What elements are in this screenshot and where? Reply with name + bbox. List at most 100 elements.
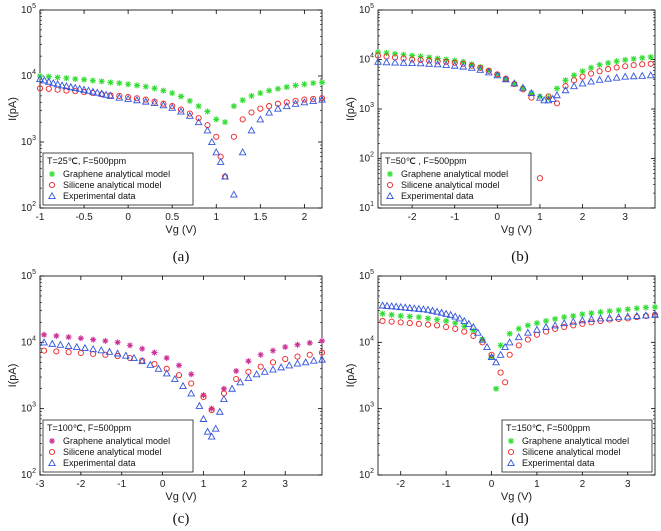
data-point	[138, 357, 147, 365]
data-point	[651, 310, 659, 318]
data-point	[450, 61, 459, 69]
data-point	[200, 393, 207, 401]
data-point	[387, 302, 396, 310]
data-point	[596, 314, 605, 322]
data-point	[293, 359, 302, 367]
data-point	[56, 340, 65, 348]
data-point	[470, 332, 477, 339]
data-point	[451, 59, 458, 66]
data-point	[142, 83, 149, 90]
data-point	[318, 95, 326, 103]
data-point	[548, 94, 557, 102]
data-point	[477, 64, 484, 71]
data-point	[159, 101, 168, 109]
chart-panel: -2 -1 0 1 2 3 102 103 104 105 Vg (V) I(pA) T=150℃, F…	[345, 269, 659, 503]
data-point	[114, 339, 121, 346]
data-point	[72, 76, 79, 83]
data-point	[604, 74, 613, 82]
data-point	[416, 59, 425, 67]
data-point	[89, 344, 98, 353]
data-point	[460, 316, 469, 324]
data-point	[518, 83, 527, 91]
data-point	[204, 108, 211, 115]
data-point	[132, 96, 141, 104]
data-point	[560, 318, 569, 327]
data-point	[233, 375, 240, 383]
data-point	[406, 313, 413, 320]
data-point	[49, 78, 58, 87]
data-point	[397, 319, 404, 326]
y-tick-label: 105	[21, 269, 36, 282]
legend-entry: Graphene analytical model	[401, 169, 508, 179]
data-point	[391, 58, 400, 66]
data-point	[409, 56, 416, 63]
data-point	[80, 85, 89, 93]
data-point	[75, 84, 84, 92]
data-point	[97, 346, 106, 354]
data-point	[306, 351, 313, 358]
data-point	[497, 369, 504, 376]
data-point	[89, 77, 96, 84]
y-axis-label: I(pA)	[345, 97, 357, 121]
data-point	[163, 365, 170, 372]
data-point	[638, 71, 647, 79]
data-point	[318, 355, 326, 363]
data-point	[633, 305, 640, 312]
data-point	[483, 342, 491, 351]
data-point	[485, 67, 492, 74]
data-point	[221, 172, 230, 180]
data-point	[125, 81, 132, 88]
data-point	[536, 175, 543, 182]
chart-panel: -1 -0.5 0 0.5 1 1.5 2 102 103 104 105 Vg (V) I(pA) T=…	[7, 3, 326, 236]
data-point	[169, 103, 176, 110]
x-tick-label: 1	[534, 479, 540, 490]
x-tick-label: 2	[580, 479, 586, 490]
chart-panel: -3 -2 -1 0 1 2 3 102 103 104 105 Vg (V) I(pA) T=100℃,…	[7, 269, 326, 503]
data-point	[168, 103, 177, 111]
data-point	[383, 50, 390, 57]
data-point	[40, 76, 49, 84]
data-point	[162, 369, 171, 377]
data-point	[154, 364, 163, 372]
data-point	[63, 75, 70, 82]
x-tick-label: -2	[76, 479, 85, 490]
y-tick-label: 105	[21, 3, 36, 16]
x-tick-label: -1	[36, 212, 45, 223]
x-tick-label: 3	[282, 479, 288, 490]
data-point	[318, 349, 326, 356]
data-point	[53, 348, 60, 355]
data-point	[115, 93, 124, 101]
data-point	[160, 87, 167, 94]
data-series	[41, 331, 325, 412]
data-point	[306, 339, 313, 346]
data-point	[587, 77, 596, 85]
data-point	[434, 316, 441, 323]
data-point	[378, 301, 387, 309]
legend-entry: Graphene analytical model	[63, 169, 170, 179]
data-point	[257, 363, 264, 370]
data-point	[506, 330, 513, 337]
data-point	[58, 81, 66, 89]
y-tick-label: 104	[21, 69, 36, 82]
x-tick-label: 2	[580, 212, 586, 223]
data-point	[392, 302, 401, 310]
data-point	[524, 336, 531, 343]
y-axis-label: I(pA)	[7, 97, 19, 121]
data-point	[124, 94, 133, 102]
data-point	[528, 90, 535, 97]
data-point	[399, 58, 408, 66]
data-point	[102, 90, 111, 98]
data-point	[551, 321, 560, 329]
data-point	[641, 311, 650, 319]
data-point	[562, 77, 569, 84]
legend: T=50℃ , F=500ppm Graphene analytical mode…	[380, 152, 532, 206]
data-point	[230, 133, 237, 140]
data-point	[579, 73, 586, 80]
data-point	[505, 338, 514, 346]
plot-frame	[377, 275, 656, 476]
y-tick-label: 104	[21, 335, 36, 348]
data-point	[277, 363, 286, 371]
data-point	[527, 88, 536, 97]
data-point	[519, 85, 526, 92]
